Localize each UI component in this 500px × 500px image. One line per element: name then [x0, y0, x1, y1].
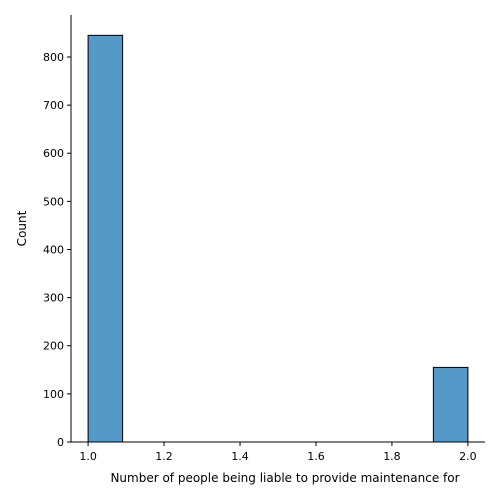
histogram-bar-0 — [87, 34, 124, 443]
x-tick-label-0: 1.0 — [79, 450, 97, 463]
y-axis-ticks: 0 100 200 300 400 500 600 700 800 — [43, 51, 71, 449]
x-tick-label-4: 1.8 — [383, 450, 401, 463]
y-tick-label-3: 300 — [43, 292, 64, 305]
x-tick-label-2: 1.4 — [231, 450, 249, 463]
y-tick-label-5: 500 — [43, 195, 64, 208]
x-tick-label-5: 2.0 — [459, 450, 477, 463]
x-tick-label-3: 1.6 — [307, 450, 325, 463]
y-tick-label-2: 200 — [43, 340, 64, 353]
y-tick-label-1: 100 — [43, 388, 64, 401]
y-tick-label-0: 0 — [57, 436, 64, 449]
y-tick-label-8: 800 — [43, 51, 64, 64]
y-tick-label-6: 600 — [43, 147, 64, 160]
x-tick-label-1: 1.2 — [155, 450, 173, 463]
x-axis-label: Number of people being liable to provide… — [110, 471, 459, 485]
y-tick-label-4: 400 — [43, 243, 64, 256]
x-axis-ticks: 1.0 1.2 1.4 1.6 1.8 2.0 — [79, 442, 477, 463]
histogram-bar-10 — [432, 366, 469, 443]
y-tick-label-7: 700 — [43, 99, 64, 112]
bars-group — [87, 34, 469, 443]
y-axis-label: Count — [15, 210, 29, 246]
